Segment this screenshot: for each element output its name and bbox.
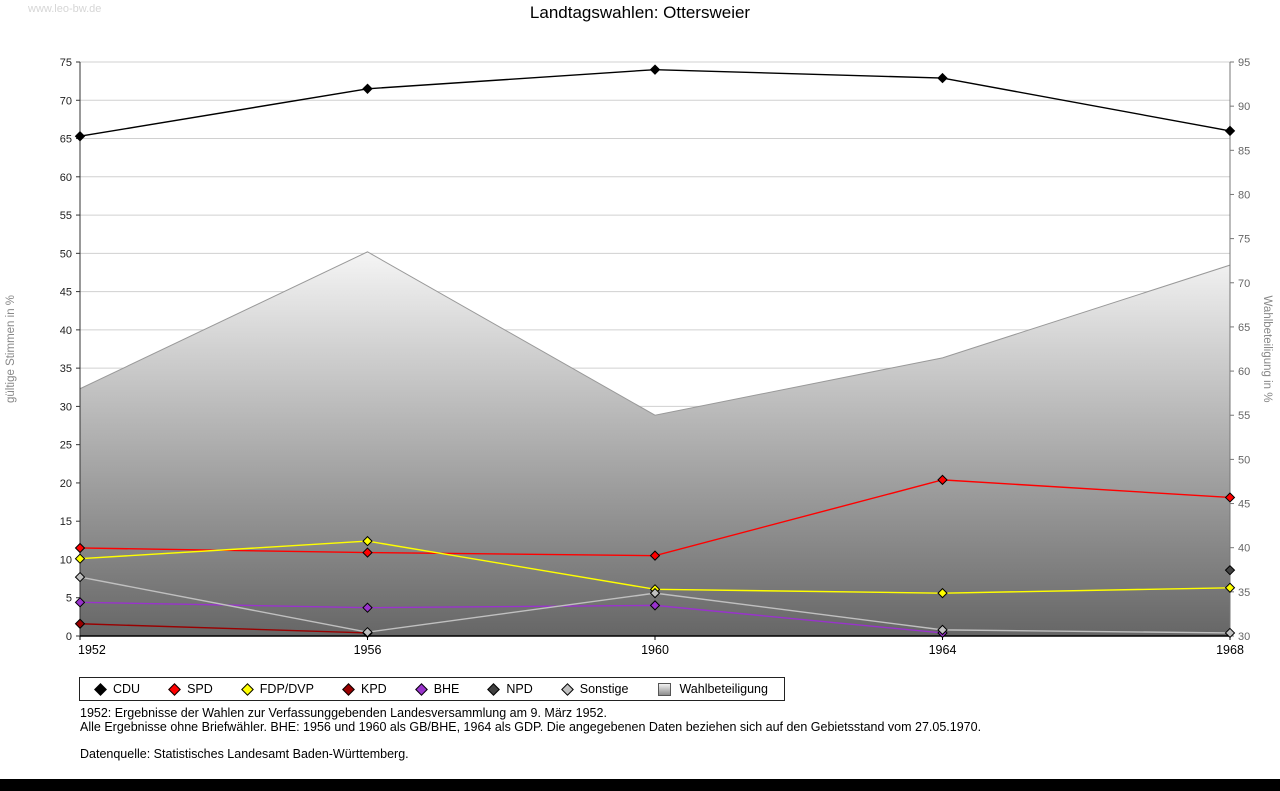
marker-CDU	[649, 64, 661, 75]
marker-SPD	[1224, 492, 1236, 503]
diamond-marker-icon	[414, 682, 428, 696]
x-tick-label: 1960	[641, 643, 669, 657]
marker-NPD	[1224, 564, 1236, 576]
diamond-marker-icon	[168, 682, 181, 696]
marker-Sonstige	[649, 587, 661, 599]
marker-BHE	[74, 597, 86, 608]
legend-label: SPD	[187, 682, 213, 696]
marker-CDU	[362, 83, 373, 94]
right-tick-label: 40	[1238, 543, 1250, 555]
diamond-marker-icon	[487, 682, 501, 696]
turnout-area	[79, 251, 1231, 637]
right-axis-title: Wahlbeteiligung in %	[1261, 296, 1273, 403]
marker-SPD	[937, 474, 948, 486]
right-tick-label: 60	[1238, 366, 1250, 378]
marker-FDP/DVP	[1224, 582, 1236, 593]
left-tick-label: 45	[60, 287, 72, 299]
right-tick-label: 70	[1238, 278, 1250, 290]
left-tick-label: 25	[60, 440, 72, 452]
marker-Sonstige	[74, 571, 86, 583]
diamond-marker-icon	[94, 682, 107, 696]
left-axis-title: gültige Stimmen in %	[5, 295, 17, 403]
legend-label: Wahlbeteiligung	[679, 682, 768, 696]
left-tick-label: 15	[60, 516, 72, 528]
marker-Sonstige	[362, 626, 373, 638]
legend-item-wahlbeteiligung: Wahlbeteiligung	[658, 682, 768, 696]
marker-CDU	[74, 131, 86, 142]
footer-bar	[0, 779, 1280, 791]
footnote-line-1: 1952: Ergebnisse der Wahlen zur Verfassu…	[80, 706, 607, 720]
left-tick-label: 75	[60, 57, 72, 69]
right-tick-label: 45	[1238, 499, 1250, 511]
marker-FDP/DVP	[74, 553, 86, 564]
x-tick-label: 1956	[354, 643, 382, 657]
right-tick-label: 55	[1238, 410, 1250, 422]
x-tick-label: 1964	[929, 643, 957, 657]
diamond-marker-icon	[342, 682, 355, 696]
legend-item-npd: NPD	[487, 682, 533, 696]
right-tick-label: 65	[1238, 322, 1250, 334]
legend-label: BHE	[433, 682, 460, 696]
right-tick-label: 30	[1238, 631, 1250, 643]
footnotes: 1952: Ergebnisse der Wahlen zur Verfassu…	[80, 706, 981, 761]
right-tick-label: 85	[1238, 145, 1250, 157]
marker-CDU	[937, 72, 948, 84]
legend: CDU SPD FDP/DVP KPD BHE NPD Sonstige Wahlbeteil…	[79, 677, 785, 701]
diamond-marker-icon	[560, 682, 574, 696]
left-tick-label: 70	[60, 95, 72, 107]
left-tick-label: 40	[60, 325, 72, 337]
legend-label: Sonstige	[579, 682, 629, 696]
legend-label: NPD	[506, 682, 533, 696]
legend-label: FDP/DVP	[259, 682, 314, 696]
left-tick-label: 10	[60, 554, 72, 566]
marker-BHE	[362, 602, 373, 613]
marker-CDU	[1224, 125, 1236, 137]
series-line-CDU	[79, 68, 1231, 137]
series-line-KPD	[79, 623, 368, 634]
legend-item-fdp-dvp: FDP/DVP	[240, 682, 314, 696]
right-tick-label: 35	[1238, 587, 1250, 599]
marker-BHE	[649, 600, 661, 611]
right-tick-label: 75	[1238, 234, 1250, 246]
left-tick-label: 35	[60, 363, 72, 375]
footnote-line-2: Alle Ergebnisse ohne Briefwähler. BHE: 1…	[80, 720, 982, 734]
marker-SPD	[649, 550, 661, 561]
marker-KPD	[74, 618, 86, 629]
square-marker-icon	[658, 682, 672, 696]
marker-SPD	[362, 547, 373, 558]
left-tick-label: 20	[60, 478, 72, 490]
left-tick-label: 30	[60, 401, 72, 413]
legend-label: KPD	[360, 682, 387, 696]
marker-FDP/DVP	[937, 587, 948, 599]
legend-item-spd: SPD	[168, 682, 213, 696]
legend-item-bhe: BHE	[414, 682, 460, 696]
legend-item-kpd: KPD	[342, 682, 387, 696]
chart-svg: 0 5 10 15 20 25 30 35 40 45 50 55 60 65 70 75 30 35 40 45 50…	[5, 57, 1273, 657]
legend-label: CDU	[113, 682, 141, 696]
legend-item-cdu: CDU	[94, 682, 141, 696]
left-tick-label: 55	[60, 210, 72, 222]
marker-Sonstige	[1224, 627, 1236, 639]
site-watermark: www.leo-bw.de	[28, 3, 102, 15]
left-tick-label: 5	[66, 593, 72, 605]
right-tick-label: 90	[1238, 101, 1250, 113]
marker-FDP/DVP	[362, 535, 373, 547]
footnote-source: Datenquelle: Statistisches Landesamt Bad…	[80, 747, 409, 761]
marker-Sonstige	[937, 624, 948, 636]
diamond-marker-icon	[240, 682, 254, 696]
marker-SPD	[74, 542, 86, 554]
right-tick-label: 80	[1238, 189, 1250, 201]
chart-title: Landtagswahlen: Ottersweier	[529, 3, 751, 22]
legend-item-sonstige: Sonstige	[560, 682, 629, 696]
x-tick-label: 1968	[1216, 643, 1244, 657]
left-tick-label: 65	[60, 134, 72, 146]
right-tick-label: 50	[1238, 454, 1250, 466]
left-tick-label: 60	[60, 172, 72, 184]
right-tick-label: 95	[1238, 57, 1250, 69]
x-tick-label: 1952	[78, 643, 106, 657]
left-tick-label: 0	[66, 631, 72, 643]
left-tick-label: 50	[60, 248, 72, 260]
